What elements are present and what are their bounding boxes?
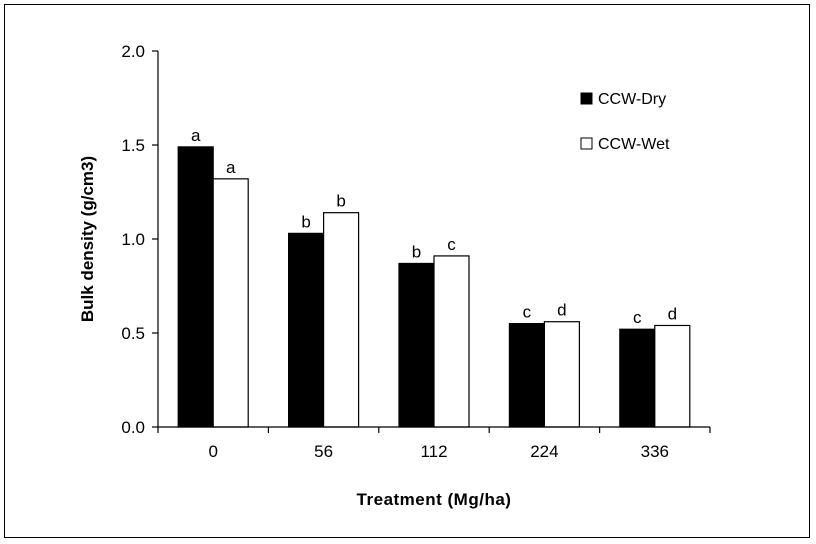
bar-ccw-wet [212,178,249,428]
bar-ccw-dry [619,328,656,428]
significance-label: a [191,126,201,145]
y-tick-label: 0.0 [121,418,145,437]
bars-layer [177,146,691,428]
y-axis-title: Bulk density (g/cm3) [78,156,97,322]
y-tick-label: 0.5 [121,324,145,343]
legend-swatch-ccw-dry [580,92,593,105]
ticks-layer: 0.0 0.5 1.0 1.5 2.0 [121,42,711,437]
x-tick-label: 56 [314,442,333,461]
x-tick-label: 224 [530,442,558,461]
y-tick-label: 2.0 [121,42,145,61]
labels-layer: 0 a a 56 b b 112 b c 224 c d 336 c d [191,126,677,461]
significance-label: a [226,158,236,177]
y-tick-label: 1.0 [121,230,145,249]
bar-ccw-dry [177,146,214,428]
x-axis-title: Treatment (Mg/ha) [357,490,512,509]
significance-label: d [557,301,566,320]
significance-label: c [523,303,532,322]
significance-label: b [412,242,421,261]
legend-swatch-ccw-wet [580,137,593,150]
legend: CCW-Dry CCW-Wet [580,91,670,153]
bar-ccw-wet [433,255,470,428]
bar-ccw-wet [543,321,581,428]
bar-ccw-dry [398,262,435,428]
significance-label: b [301,212,310,231]
significance-label: c [633,308,642,327]
y-tick-label: 1.5 [121,136,145,155]
bar-ccw-wet [323,212,360,428]
x-tick-label: 0 [208,442,217,461]
significance-label: b [336,192,345,211]
x-tick-label: 112 [420,442,447,461]
significance-label: c [447,235,456,254]
bar-ccw-dry [508,323,545,428]
significance-label: d [668,304,677,323]
bar-ccw-dry [288,232,325,428]
bar-ccw-wet [654,324,691,428]
x-tick-label: 336 [641,442,669,461]
legend-label-ccw-dry: CCW-Dry [598,91,666,108]
legend-label-ccw-wet: CCW-Wet [598,136,670,153]
